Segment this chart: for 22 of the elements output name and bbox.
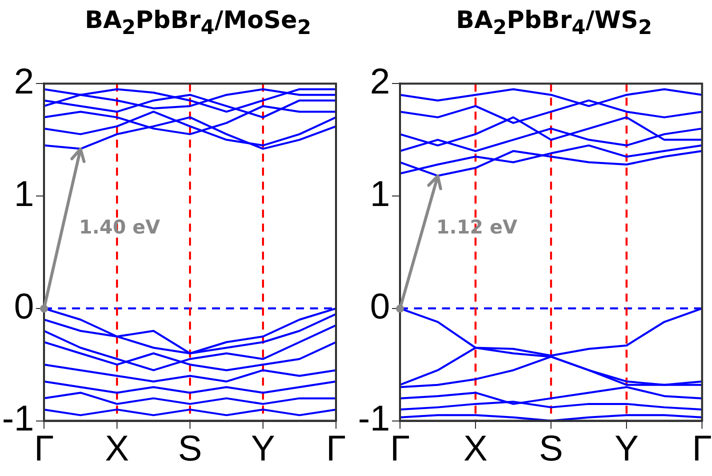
y-tick-label: 1 [14,172,34,214]
x-tick-label: Γ [326,427,346,468]
x-tick-label: X [105,427,130,468]
x-tick-label: S [178,427,202,468]
x-tick-label: Γ [692,427,712,468]
x-tick-label: Y [250,427,276,468]
x-tick-label: Y [614,427,639,468]
y-tick-label: 0 [370,285,390,326]
chart-title: BA$_{2}$PbBr$_{4}$/MoSe$_{2}$ [84,6,312,39]
y-tick-label: 0 [14,285,34,326]
y-tick-label: -1 [358,398,390,439]
y-tick-label: 2 [14,60,34,102]
y-tick-label: 2 [370,60,390,102]
x-tick-label: Γ [34,427,54,468]
annotation: 1.40 eV [79,216,160,239]
y-tick-label: 1 [370,172,390,214]
y-tick-label: -1 [2,398,34,439]
x-tick-label: Γ [390,427,410,468]
annotation: 1.12 eV [436,216,518,239]
x-tick-label: X [464,427,488,468]
x-tick-label: S [539,427,564,468]
chart-title: BA$_{2}$PbBr$_{4}$/WS$_{2}$ [454,6,654,39]
